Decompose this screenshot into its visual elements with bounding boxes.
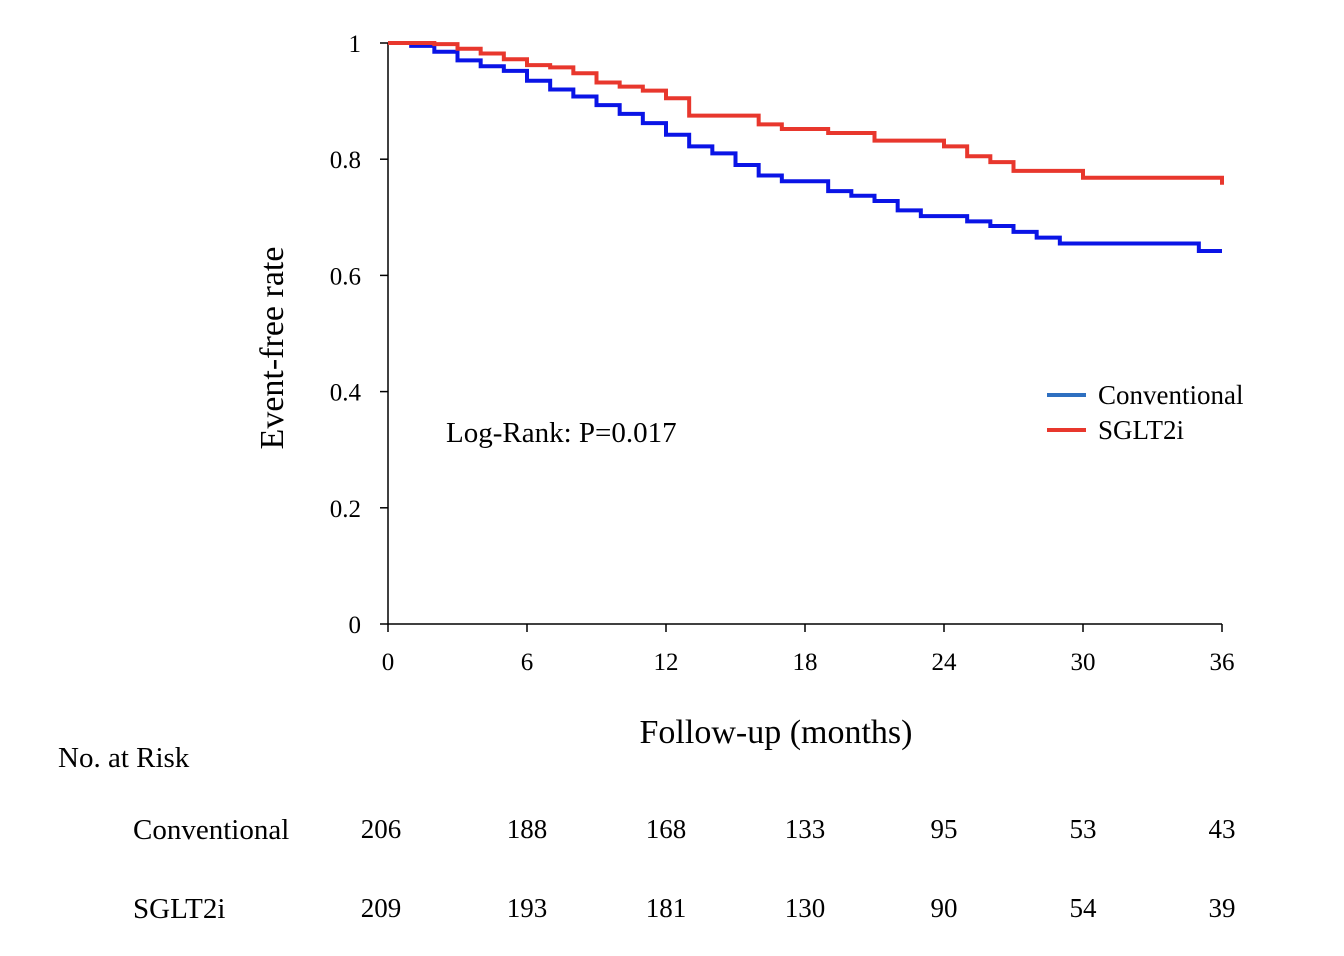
risk-count-sglt2i: 90	[930, 893, 958, 923]
risk-table-title: No. at Risk	[58, 742, 190, 774]
y-axis-title: Event-free rate	[254, 247, 291, 450]
risk-row-label-sglt2i: SGLT2i	[133, 893, 226, 925]
risk-count-conventional: 53	[1069, 814, 1097, 844]
x-tick-label: 36	[1210, 649, 1235, 676]
risk-row-label-conventional: Conventional	[133, 814, 290, 846]
risk-count-sglt2i: 193	[506, 893, 548, 923]
risk-count-conventional: 133	[784, 814, 826, 844]
legend: Conventional SGLT2i	[1047, 380, 1243, 445]
y-tick-label: 0.2	[330, 496, 361, 523]
series-line-sglt2i	[388, 41, 1224, 185]
y-tick-label: 0.6	[330, 263, 361, 290]
y-tick-label: 0	[349, 612, 362, 639]
y-ticks: 0 0.2 0.4 0.6 0.8 1	[330, 31, 388, 639]
x-axis-title: Follow-up (months)	[640, 714, 913, 751]
risk-count-sglt2i: 209	[360, 893, 402, 923]
x-tick-label: 12	[654, 649, 679, 676]
risk-count-sglt2i: 181	[645, 893, 687, 923]
y-tick-label: 0.8	[330, 147, 361, 174]
log-rank-annotation: Log-Rank: P=0.017	[446, 417, 677, 449]
series-lines	[388, 41, 1224, 253]
legend-label-conventional: Conventional	[1098, 380, 1243, 410]
risk-count-sglt2i: 130	[784, 893, 826, 923]
legend-label-sglt2i: SGLT2i	[1098, 415, 1184, 445]
risk-count-conventional: 43	[1208, 814, 1236, 844]
risk-count-sglt2i: 39	[1208, 893, 1236, 923]
risk-count-conventional: 188	[506, 814, 548, 844]
x-tick-label: 18	[793, 649, 818, 676]
risk-count-conventional: 168	[645, 814, 687, 844]
x-tick-label: 24	[932, 649, 958, 676]
x-tick-label: 30	[1071, 649, 1096, 676]
x-tick-label: 0	[382, 649, 395, 676]
risk-count-conventional: 95	[930, 814, 958, 844]
series-line-conventional	[388, 41, 1222, 253]
risk-count-conventional: 206	[360, 814, 402, 844]
risk-count-sglt2i: 54	[1069, 893, 1097, 923]
x-tick-label: 6	[521, 649, 534, 676]
y-tick-label: 0.4	[330, 380, 362, 407]
y-tick-label: 1	[349, 31, 362, 58]
x-ticks: 0 6 12 18 24 30 36	[382, 624, 1235, 676]
